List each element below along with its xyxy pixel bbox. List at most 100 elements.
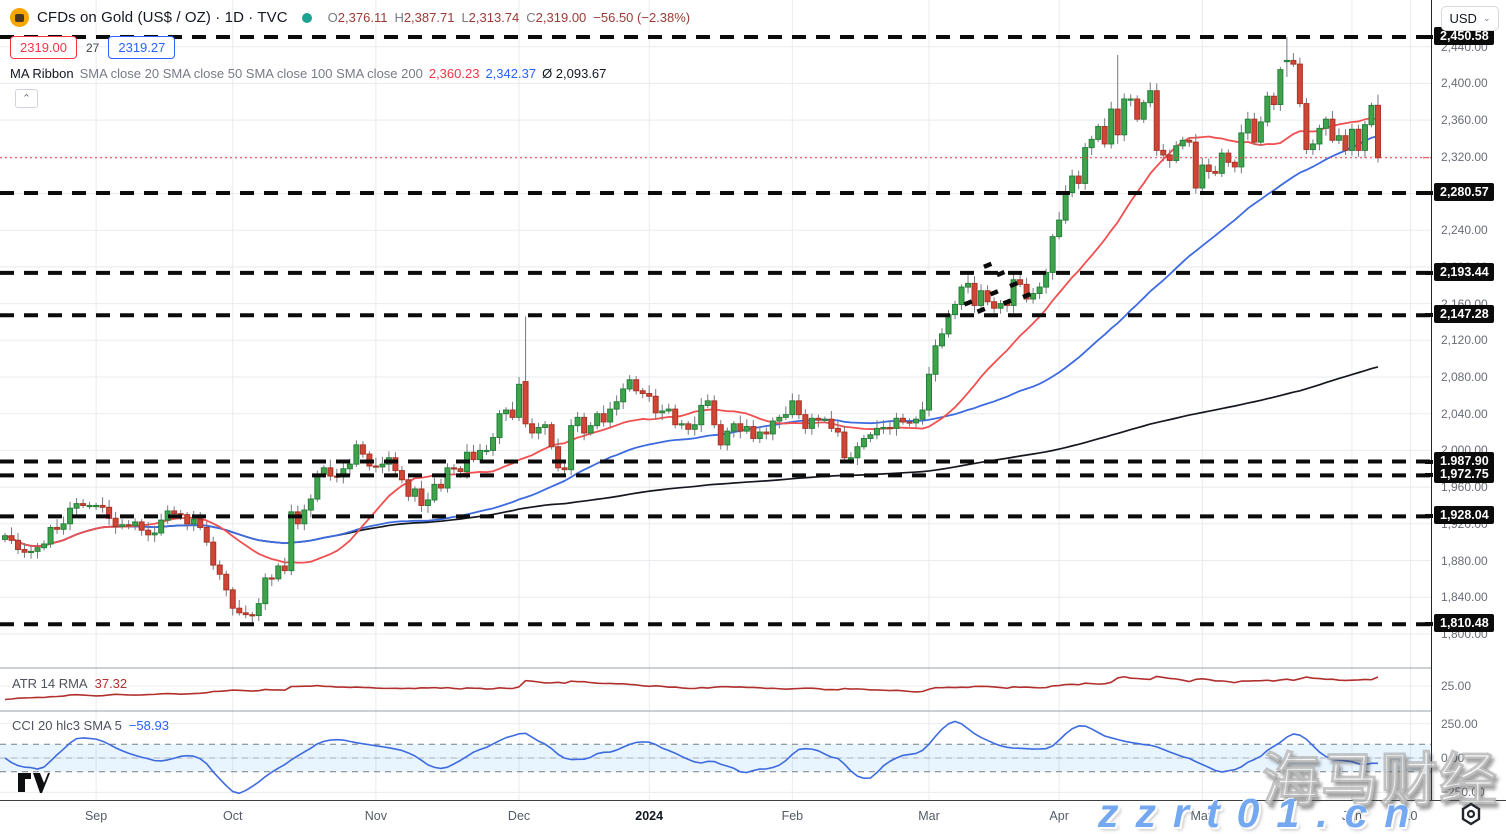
chart-canvas[interactable] bbox=[0, 0, 1431, 800]
candle-up bbox=[1316, 127, 1323, 145]
candle-up bbox=[1127, 98, 1134, 101]
candle-down bbox=[685, 423, 692, 430]
candle-up bbox=[1173, 145, 1180, 161]
candle-down bbox=[672, 408, 679, 426]
currency-selector[interactable]: USD ⌄ bbox=[1441, 6, 1499, 31]
sma50-line bbox=[4, 135, 1379, 548]
candle-up bbox=[477, 449, 484, 461]
candle-up bbox=[353, 444, 360, 465]
candle-up bbox=[307, 498, 314, 511]
sell-price-button[interactable]: 2319.00 bbox=[10, 36, 77, 59]
candle-down bbox=[886, 426, 893, 430]
gear-icon[interactable] bbox=[1459, 802, 1483, 826]
candle-up bbox=[483, 449, 490, 453]
price-axis[interactable]: 2,440.002,400.002,360.002,320.002,280.00… bbox=[1425, 0, 1506, 800]
atr-legend[interactable]: ATR 14 RMA 37.32 bbox=[10, 676, 130, 691]
time-axis-label: Dec bbox=[507, 809, 531, 823]
candle-down bbox=[991, 301, 998, 309]
candle-up bbox=[847, 457, 854, 460]
candle-up bbox=[919, 409, 926, 420]
candle-up bbox=[997, 303, 1004, 309]
sma20-line bbox=[4, 117, 1379, 564]
candle-up bbox=[978, 290, 985, 306]
candle-down bbox=[1017, 279, 1024, 285]
candle-down bbox=[223, 573, 230, 591]
candle-down bbox=[450, 467, 457, 470]
candle-up bbox=[2, 535, 8, 540]
currency-label: USD bbox=[1449, 11, 1477, 26]
pattern-annotation-mark bbox=[1022, 291, 1032, 300]
candle-down bbox=[327, 467, 334, 477]
candle-down bbox=[1134, 98, 1141, 120]
time-axis-label: 2024 bbox=[635, 809, 664, 823]
candle-down bbox=[281, 565, 288, 572]
candle-up bbox=[516, 383, 523, 418]
candle-down bbox=[711, 400, 718, 426]
candle-down bbox=[1303, 103, 1310, 150]
candle-down bbox=[1290, 59, 1297, 65]
candle-up bbox=[1264, 95, 1271, 123]
candle-down bbox=[125, 524, 132, 527]
candle-up bbox=[542, 424, 549, 428]
candle-up bbox=[1218, 152, 1225, 174]
symbol-title[interactable]: CFDs on Gold (US$ / OZ) · 1D · TVC bbox=[37, 9, 288, 26]
sma200-line bbox=[4, 366, 1379, 547]
candle-down bbox=[1355, 128, 1362, 151]
buy-price-button[interactable]: 2319.27 bbox=[108, 36, 176, 59]
candle-up bbox=[698, 404, 705, 426]
cci-axis-label: 250.00 bbox=[1441, 716, 1478, 731]
candle-down bbox=[1114, 108, 1121, 136]
candle-down bbox=[834, 427, 841, 433]
cci-axis-label: −250.00 bbox=[1441, 785, 1485, 800]
candle-up bbox=[756, 431, 763, 439]
candle-down bbox=[1075, 175, 1082, 184]
high-label: H bbox=[394, 10, 404, 25]
candle-down bbox=[398, 470, 405, 481]
candle-down bbox=[1192, 141, 1199, 189]
legend-collapse-button[interactable]: ⌃ bbox=[15, 89, 38, 108]
candle-up bbox=[1049, 236, 1056, 273]
candle-up bbox=[665, 408, 672, 412]
candle-up bbox=[67, 507, 74, 525]
candle-up bbox=[867, 434, 874, 439]
candle-up bbox=[1069, 175, 1076, 194]
candle-up bbox=[568, 425, 575, 471]
candle-down bbox=[1329, 118, 1336, 141]
candle-up bbox=[535, 426, 542, 434]
candle-down bbox=[906, 421, 913, 424]
candle-down bbox=[15, 539, 22, 550]
price-level-badge: 2,280.57 bbox=[1425, 182, 1494, 201]
candle-up bbox=[1043, 271, 1050, 288]
candle-up bbox=[932, 345, 939, 375]
candle-down bbox=[1205, 164, 1212, 172]
ma-ribbon-legend[interactable]: MA Ribbon SMA close 20 SMA close 50 SMA … bbox=[10, 66, 606, 81]
candle-up bbox=[821, 418, 828, 421]
candle-down bbox=[216, 564, 223, 575]
price-level-badge: 2,450.58 bbox=[1425, 26, 1494, 45]
atr-title: ATR 14 RMA bbox=[12, 676, 88, 691]
candle-down bbox=[418, 488, 425, 506]
candle-up bbox=[626, 379, 633, 390]
candle-up bbox=[424, 499, 431, 506]
candle-up bbox=[255, 603, 262, 617]
candle-up bbox=[288, 511, 295, 572]
candle-down bbox=[633, 379, 640, 392]
tradingview-logo[interactable] bbox=[17, 772, 51, 794]
candle-up bbox=[1036, 286, 1043, 295]
time-axis[interactable]: Sep Oct Nov Dec 2024 Feb Mar Apr May Jun 20 bbox=[0, 800, 1506, 834]
cci-title: CCI 20 hlc3 SMA 5 bbox=[12, 718, 122, 733]
candle-down bbox=[229, 589, 236, 609]
candle-down bbox=[1374, 104, 1381, 159]
cci-legend[interactable]: CCI 20 hlc3 SMA 5 −58.93 bbox=[10, 718, 171, 733]
candle-down bbox=[522, 381, 529, 425]
candle-down bbox=[210, 541, 217, 566]
candle-up bbox=[952, 304, 959, 316]
candle-up bbox=[743, 426, 750, 432]
candle-up bbox=[73, 503, 80, 509]
candle-up bbox=[1277, 69, 1284, 106]
candle-down bbox=[437, 483, 444, 489]
candle-down bbox=[802, 414, 809, 429]
price-axis-label: 1,960.00 bbox=[1441, 480, 1488, 495]
candle-down bbox=[600, 413, 607, 423]
candle-up bbox=[873, 427, 880, 436]
